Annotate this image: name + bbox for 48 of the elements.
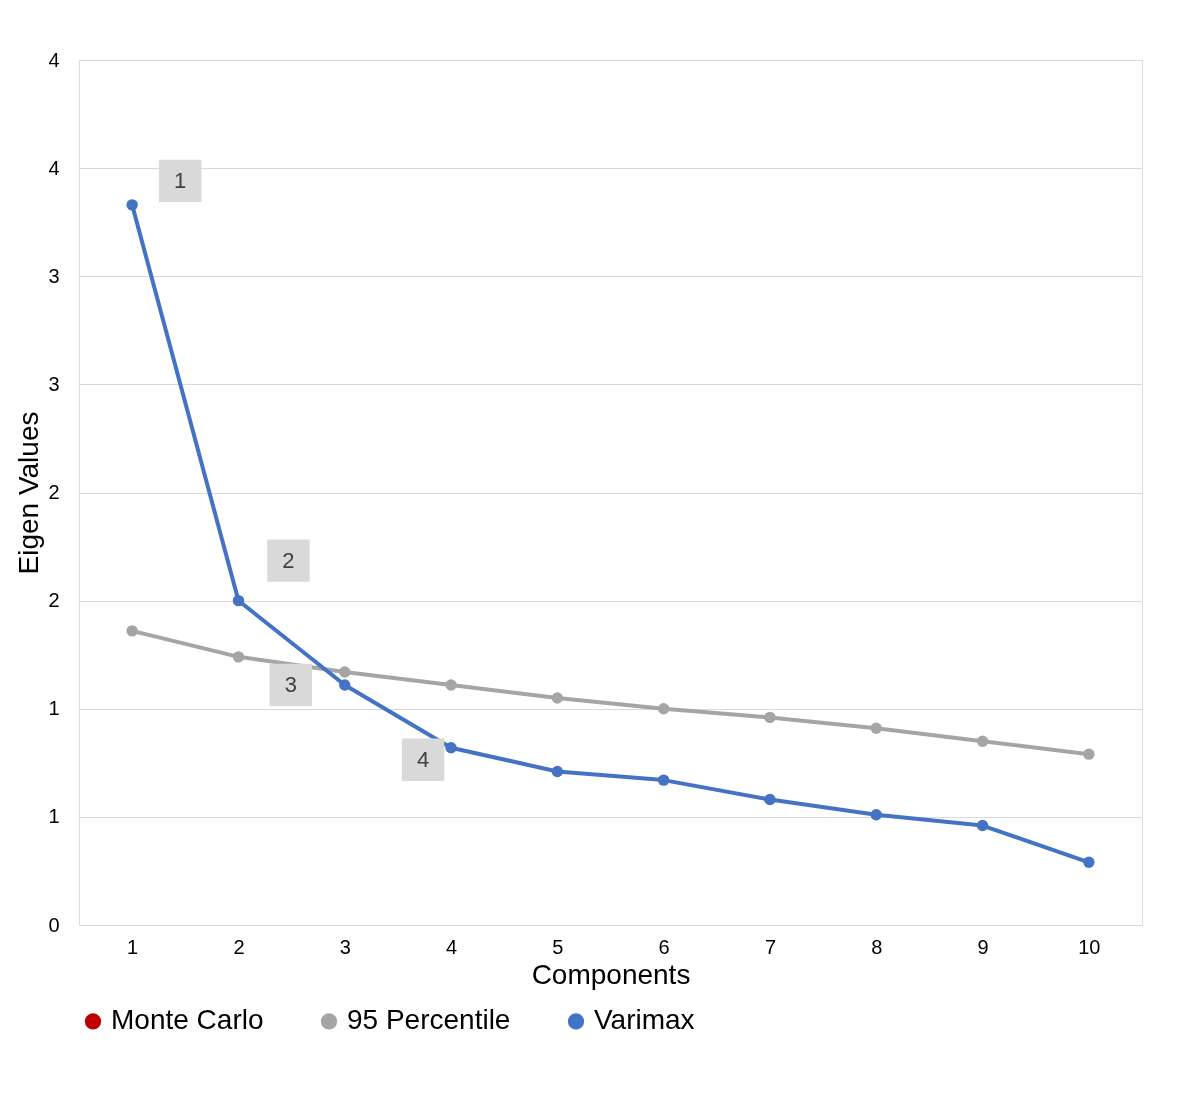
y-tick-label: 3 <box>48 264 60 287</box>
x-tick-label: 8 <box>871 935 883 958</box>
x-tick-label: 1 <box>127 935 139 958</box>
y-tick-label: 3 <box>48 372 60 395</box>
legend-label: Varimax <box>594 1004 695 1036</box>
y-tick-label: 2 <box>48 589 60 612</box>
y-tick-label: 2 <box>48 481 60 503</box>
x-tick-label: 6 <box>658 935 670 958</box>
point <box>339 679 351 691</box>
point <box>870 809 882 821</box>
point <box>551 765 564 778</box>
point <box>976 735 989 747</box>
point <box>870 722 882 734</box>
y-tick-label: 0 <box>48 913 60 936</box>
point <box>232 594 245 607</box>
annotation: 1 <box>174 167 187 193</box>
point <box>339 666 351 678</box>
point <box>764 793 776 806</box>
point <box>657 703 670 715</box>
point <box>764 711 776 724</box>
point <box>1083 856 1095 868</box>
x-tick-label: 5 <box>552 935 564 958</box>
annotation: 2 <box>282 547 295 573</box>
y-axis-title: Eigen Values <box>13 411 45 575</box>
annotation: 3 <box>284 671 297 697</box>
x-axis-title: Components <box>531 958 691 990</box>
point <box>657 774 670 786</box>
point <box>445 679 457 691</box>
point <box>232 651 245 663</box>
y-tick-label: 1 <box>48 697 60 720</box>
point <box>551 692 564 704</box>
legend-label: Monte Carlo <box>111 1004 264 1036</box>
legend-label: 95 Percentile <box>347 1004 511 1036</box>
y-tick-label: 4 <box>48 156 60 179</box>
point <box>1083 748 1095 760</box>
point <box>976 819 989 832</box>
x-tick-label: 4 <box>445 935 458 958</box>
point <box>126 625 138 637</box>
x-tick-label: 9 <box>977 935 989 958</box>
x-tick-label: 2 <box>233 935 245 958</box>
y-tick-label: 4 <box>48 48 60 71</box>
y-tick-label: 1 <box>48 805 60 828</box>
annotation: 4 <box>416 746 430 772</box>
x-tick-label: 3 <box>339 935 351 958</box>
point <box>126 199 138 211</box>
point <box>445 741 457 754</box>
x-tick-label: 10 <box>1078 935 1101 958</box>
x-tick-label: 7 <box>764 935 777 958</box>
